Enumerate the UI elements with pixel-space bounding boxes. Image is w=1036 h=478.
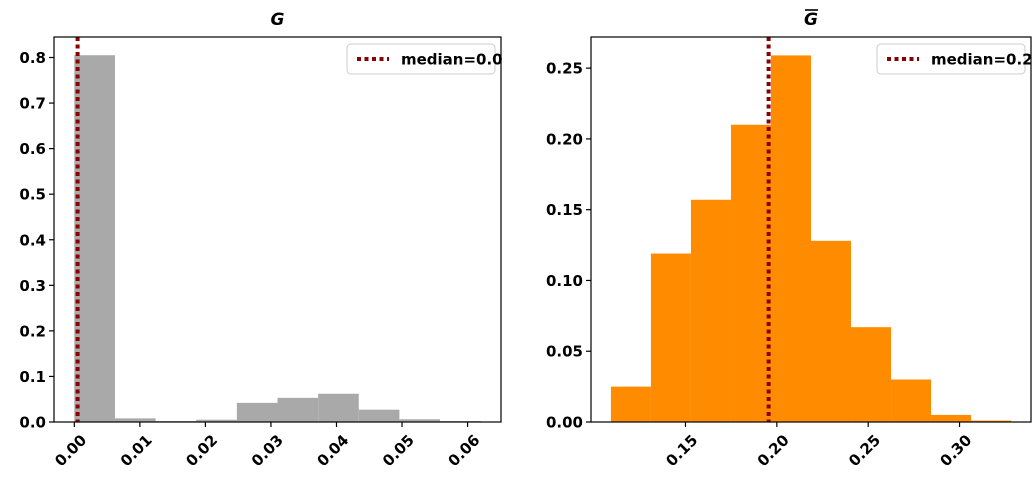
histogram-bar-0 [74,55,115,422]
x-tick-label: 0.03 [248,431,287,470]
x-tick-label: 0.25 [845,431,884,470]
y-tick-label: 0.0 [19,414,46,432]
y-tick-label: 0.05 [546,343,583,361]
x-tick-label: 0.20 [754,431,793,470]
histogram-g-bar: 0.00 0.05 0.10 0.15 0.20 0.25 0.15 0.20 0.25 0.30… [546,9,1033,470]
y-tick-label: 0.8 [19,49,46,67]
y-tick-label: 0.00 [546,414,583,432]
y-tick-label: 0.10 [546,272,583,290]
y-tick-label: 0.3 [19,277,46,295]
chart-title: G [271,10,285,30]
y-tick-label: 0.7 [19,95,46,113]
x-tick-label: 0.02 [182,431,221,470]
histogram-bar-9 [971,420,1012,422]
legend-label: median=0.2 [931,51,1033,69]
axes-frame [53,36,502,423]
x-tick-label: 0.01 [117,431,156,470]
histogram-bar-1 [650,253,691,422]
y-tick-label: 0.20 [546,130,583,148]
histogram-bar-5 [811,240,852,422]
histogram-bar-8 [931,414,972,422]
histogram-g: 0.0 0.1 0.2 0.3 0.4 0.5 0.6 0.7 0.8 0.00 0.01 0.02 0… [19,10,502,470]
x-tick-label: 0.15 [662,431,701,470]
y-tick-label: 0.5 [19,186,46,204]
legend-label: median=0.0 [401,51,503,69]
chart-title: G [804,10,818,30]
x-tick-label: 0.30 [936,431,975,470]
histogram-bar-6 [851,327,892,422]
y-tick-label: 0.15 [546,201,583,219]
y-tick-label: 0.2 [19,322,46,340]
x-tick-label: 0.06 [445,431,484,470]
x-tick-label: 0.05 [379,431,418,470]
histogram-bar-2 [690,199,731,422]
x-tick-label: 0.00 [51,431,90,470]
histogram-bar-7 [891,379,932,422]
histogram-bar-3 [196,419,237,422]
y-tick-label: 0.4 [19,231,46,249]
axes-frame [590,36,1032,423]
y-tick-label: 0.6 [19,140,46,158]
histogram-bar-4 [770,55,811,423]
histogram-bar-1 [114,418,156,422]
histogram-bar-4 [236,402,278,422]
histogram-bar-7 [358,409,400,422]
histogram-bar-5 [277,397,319,422]
histogram-bar-0 [610,386,651,422]
legend-box [346,43,496,75]
histogram-bar-8 [399,419,441,422]
y-tick-label: 0.25 [546,60,583,78]
x-tick-label: 0.04 [313,431,352,470]
legend-box [876,43,1026,75]
y-tick-label: 0.1 [19,368,46,386]
histogram-bar-6 [318,393,359,422]
histogram-bar-3 [730,124,771,422]
